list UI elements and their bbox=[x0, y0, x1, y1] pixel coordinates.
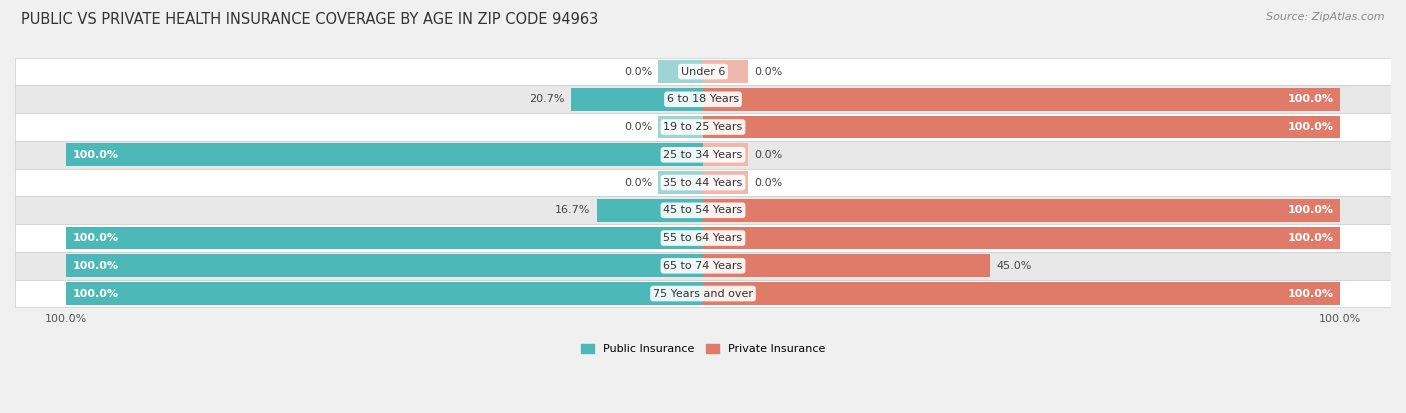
Text: 0.0%: 0.0% bbox=[624, 122, 652, 132]
Text: 6 to 18 Years: 6 to 18 Years bbox=[666, 94, 740, 104]
Text: 100.0%: 100.0% bbox=[1288, 94, 1334, 104]
Text: 0.0%: 0.0% bbox=[754, 66, 782, 76]
Bar bbox=[703, 171, 748, 194]
Bar bbox=[66, 282, 703, 305]
Text: 0.0%: 0.0% bbox=[754, 150, 782, 160]
Bar bbox=[658, 171, 703, 194]
Bar bbox=[703, 227, 1340, 249]
Bar bbox=[571, 88, 703, 111]
Text: 0.0%: 0.0% bbox=[754, 178, 782, 188]
Text: 45.0%: 45.0% bbox=[995, 261, 1032, 271]
Bar bbox=[15, 141, 1391, 169]
Text: 100.0%: 100.0% bbox=[1288, 205, 1334, 215]
Text: 100.0%: 100.0% bbox=[72, 150, 118, 160]
Bar bbox=[703, 143, 748, 166]
Text: 100.0%: 100.0% bbox=[72, 261, 118, 271]
Text: 100.0%: 100.0% bbox=[72, 289, 118, 299]
Text: 100.0%: 100.0% bbox=[1288, 233, 1334, 243]
Bar bbox=[15, 169, 1391, 197]
Text: 35 to 44 Years: 35 to 44 Years bbox=[664, 178, 742, 188]
Bar bbox=[703, 60, 748, 83]
Legend: Public Insurance, Private Insurance: Public Insurance, Private Insurance bbox=[576, 339, 830, 359]
Text: 25 to 34 Years: 25 to 34 Years bbox=[664, 150, 742, 160]
Text: 100.0%: 100.0% bbox=[1288, 289, 1334, 299]
Bar bbox=[703, 199, 1340, 222]
Bar bbox=[703, 282, 1340, 305]
Bar bbox=[658, 60, 703, 83]
Text: 65 to 74 Years: 65 to 74 Years bbox=[664, 261, 742, 271]
Bar bbox=[703, 116, 1340, 138]
Text: 100.0%: 100.0% bbox=[72, 233, 118, 243]
Bar bbox=[15, 252, 1391, 280]
Bar bbox=[15, 197, 1391, 224]
Text: 0.0%: 0.0% bbox=[624, 178, 652, 188]
Text: 0.0%: 0.0% bbox=[624, 66, 652, 76]
Text: 45 to 54 Years: 45 to 54 Years bbox=[664, 205, 742, 215]
Bar bbox=[596, 199, 703, 222]
Bar bbox=[15, 85, 1391, 113]
Bar bbox=[66, 227, 703, 249]
Text: Under 6: Under 6 bbox=[681, 66, 725, 76]
Text: 20.7%: 20.7% bbox=[529, 94, 565, 104]
Bar bbox=[66, 254, 703, 277]
Text: 75 Years and over: 75 Years and over bbox=[652, 289, 754, 299]
Bar bbox=[15, 113, 1391, 141]
Text: 100.0%: 100.0% bbox=[1288, 122, 1334, 132]
Text: 19 to 25 Years: 19 to 25 Years bbox=[664, 122, 742, 132]
Bar bbox=[703, 88, 1340, 111]
Bar bbox=[66, 143, 703, 166]
Bar bbox=[658, 116, 703, 138]
Bar bbox=[15, 58, 1391, 85]
Bar bbox=[15, 224, 1391, 252]
Bar bbox=[703, 254, 990, 277]
Text: PUBLIC VS PRIVATE HEALTH INSURANCE COVERAGE BY AGE IN ZIP CODE 94963: PUBLIC VS PRIVATE HEALTH INSURANCE COVER… bbox=[21, 12, 599, 27]
Bar bbox=[15, 280, 1391, 307]
Text: 16.7%: 16.7% bbox=[555, 205, 591, 215]
Text: Source: ZipAtlas.com: Source: ZipAtlas.com bbox=[1267, 12, 1385, 22]
Text: 55 to 64 Years: 55 to 64 Years bbox=[664, 233, 742, 243]
